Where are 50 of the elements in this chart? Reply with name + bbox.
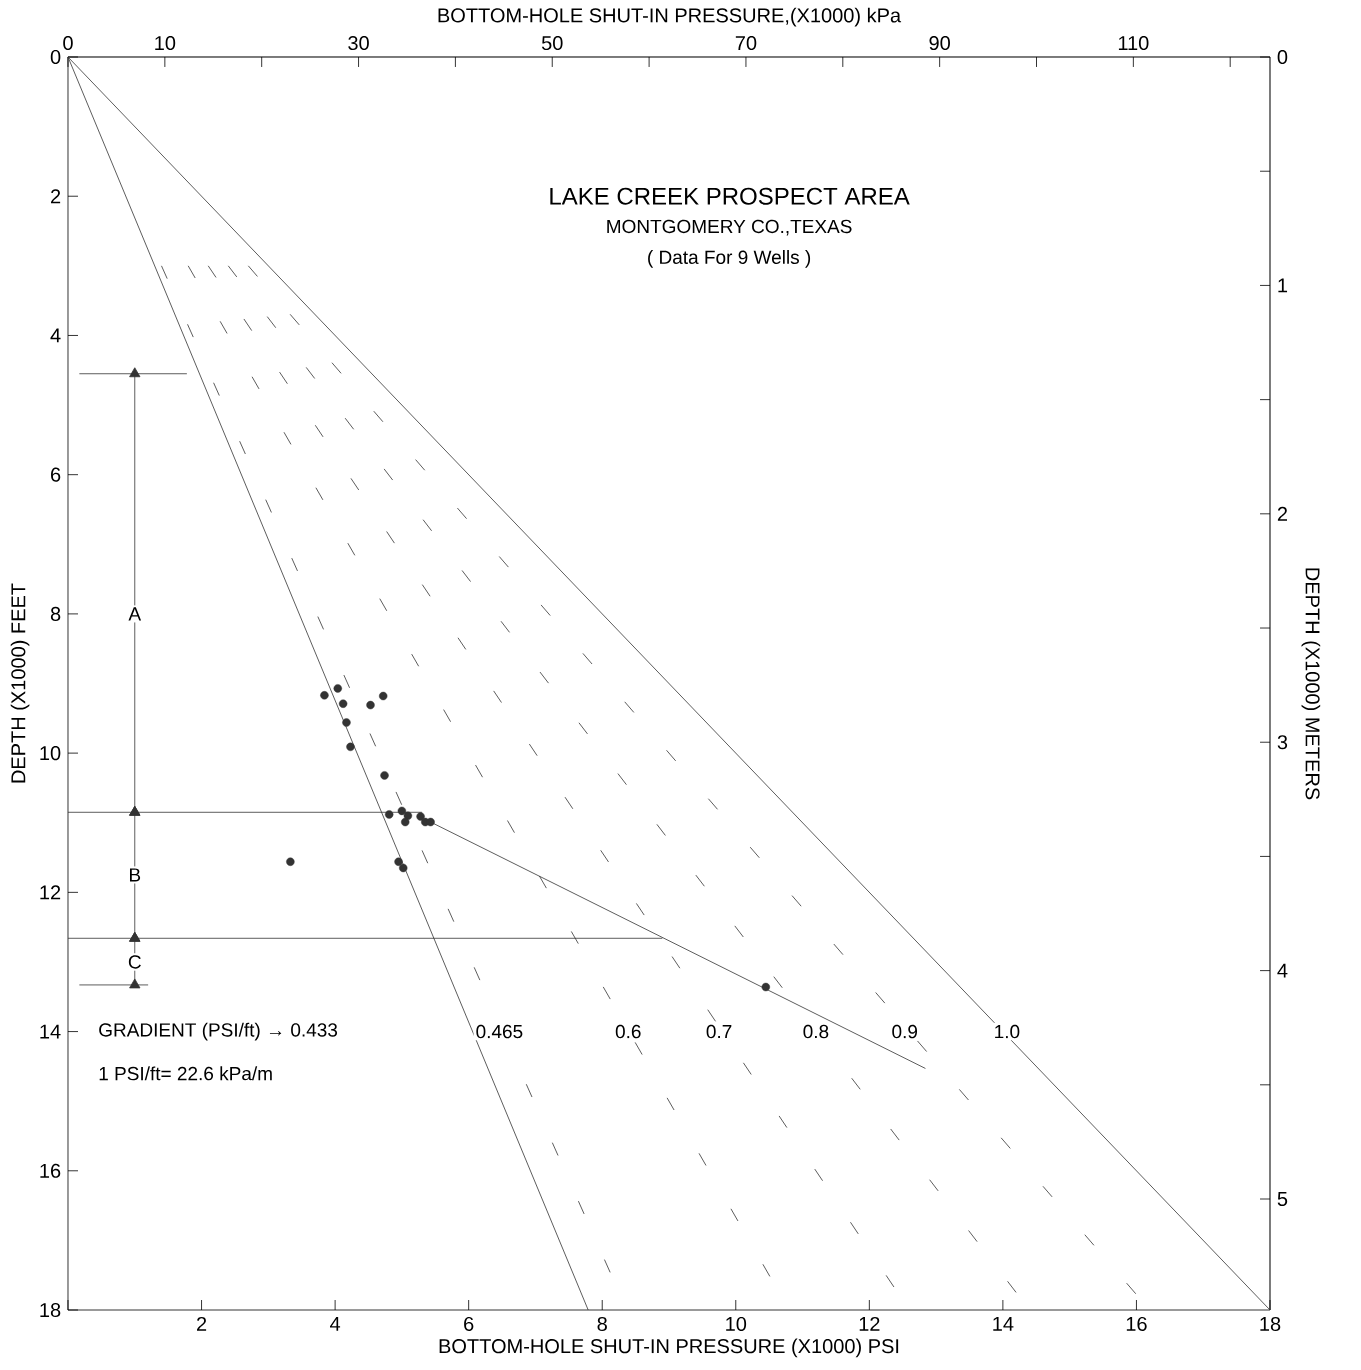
x-tick-label: 12	[859, 1316, 880, 1331]
annotation: 0.8	[803, 1024, 829, 1039]
annotation: C	[128, 955, 141, 969]
y2-tick-label: 2	[1277, 506, 1287, 521]
x2-tick-label: 50	[541, 35, 563, 51]
annotation: GRADIENT (PSI/ft) → 0.433	[99, 1022, 338, 1041]
y2-axis-title: DEPTH (X1000) METERS	[1301, 568, 1321, 800]
y-tick-label: 6	[51, 467, 61, 482]
x-tick-label: 16	[1126, 1316, 1147, 1332]
annotation: B	[129, 868, 141, 882]
x2-tick-label: 30	[348, 35, 369, 51]
x-tick-label: 8	[597, 1316, 607, 1332]
y-tick-label: 4	[50, 328, 61, 343]
y-tick-label: 12	[40, 885, 61, 900]
y-axis-title: DEPTH (X1000) FEET	[10, 583, 30, 783]
y2-tick-label: 0	[1277, 49, 1288, 65]
y-tick-label: 16	[40, 1163, 61, 1178]
text: LAKE CREEK PROSPECT AREA	[550, 187, 910, 205]
annotation: A	[128, 607, 142, 621]
y-tick-label: 0	[50, 49, 61, 65]
text: MONTGOMERY CO.,TEXAS	[607, 219, 852, 236]
y-tick-label: 10	[40, 746, 61, 761]
y-tick-label: 2	[51, 189, 61, 204]
x-tick-label: 10	[726, 1316, 747, 1332]
annotation: 1 PSI/ft= 22.6 kPa/m	[99, 1066, 272, 1081]
y2-tick-label: 3	[1277, 735, 1288, 750]
x2-tick-label: 70	[735, 35, 757, 51]
x2-tick-label: 0	[63, 35, 73, 51]
y-tick-label: 14	[40, 1024, 61, 1039]
y2-tick-label: 4	[1277, 963, 1288, 978]
x-tick-label: 2	[197, 1316, 207, 1331]
y-tick-label: 18	[40, 1302, 61, 1318]
x-tick-label: 6	[464, 1316, 474, 1332]
x2-tick-label: 90	[929, 35, 950, 51]
annotation: 0.6	[615, 1024, 641, 1039]
x-tick-label: 18	[1260, 1316, 1281, 1332]
y-tick-label: 8	[50, 606, 61, 621]
annotation: ( Data For 9 Wells )	[648, 250, 811, 268]
x-tick-label: 4	[330, 1316, 341, 1331]
y2-tick-label: 5	[1277, 1192, 1288, 1206]
x-tick-label: 14	[993, 1316, 1014, 1331]
x-axis-title: BOTTOM-HOLE SHUT-IN PRESSURE (X1000) PSI	[439, 1338, 899, 1358]
x2-tick-label: 110	[1118, 35, 1149, 51]
annotation: 1.0	[995, 1024, 1020, 1039]
annotation: 0.7	[706, 1024, 732, 1039]
x2-axis-title: BOTTOM-HOLE SHUT-IN PRESSURE,(X1000) kPa	[438, 7, 902, 27]
x2-tick-label: 10	[155, 35, 176, 51]
annotation: 0.9	[892, 1024, 918, 1039]
y2-tick-label: 1	[1278, 278, 1288, 293]
annotation: 0.465	[476, 1024, 523, 1039]
